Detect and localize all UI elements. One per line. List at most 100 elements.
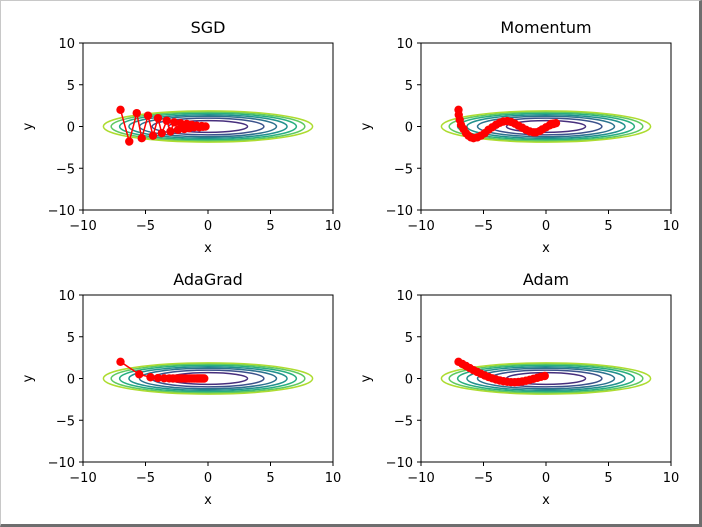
y-ticks: 10 5 0 −5 −10 <box>48 37 83 219</box>
contour-level <box>118 112 298 141</box>
x-tick: −10 <box>407 462 435 486</box>
y-tick: −5 <box>56 414 83 429</box>
x-tick-label: −10 <box>69 471 96 486</box>
subplot-title: Adam <box>523 270 569 289</box>
y-tick: 5 <box>67 331 83 346</box>
x-tick-label: 0 <box>542 471 550 486</box>
contour-level <box>448 363 644 394</box>
x-tick-label: 0 <box>542 219 550 234</box>
y-tick-label: 10 <box>58 37 75 52</box>
y-tick: −10 <box>386 204 421 219</box>
x-tick: 10 <box>325 462 342 486</box>
y-ticks: 10 5 0 −5 −10 <box>48 289 83 471</box>
y-axis-label: y <box>21 122 36 130</box>
subplot-adam: Adam −10 −5 0 5 10 10 5 0 −5 −10 x y <box>359 270 679 508</box>
y-tick: −10 <box>48 204 83 219</box>
contour-level <box>440 110 652 143</box>
y-tick-label: −10 <box>48 456 75 471</box>
trajectory-point <box>201 122 210 131</box>
trajectory-point <box>200 374 209 383</box>
y-ticks: 10 5 0 −5 −10 <box>386 289 421 471</box>
trajectory-point <box>162 116 171 125</box>
trajectory-series <box>454 357 549 387</box>
contour-lines <box>102 362 314 395</box>
x-tick-label: 10 <box>663 219 680 234</box>
y-tick-label: −10 <box>48 204 75 219</box>
x-tick: 10 <box>663 210 680 234</box>
y-tick: −5 <box>394 162 421 177</box>
x-tick: −10 <box>407 210 435 234</box>
x-tick-label: 5 <box>604 219 612 234</box>
subplot-title: Momentum <box>500 18 591 37</box>
contour-level <box>476 367 616 390</box>
subplot-sgd: SGD −10 −5 0 5 10 10 5 0 −5 −10 x y <box>21 18 341 256</box>
y-tick: 5 <box>405 79 421 94</box>
trajectory-point <box>173 125 183 135</box>
trajectory-point <box>125 137 134 146</box>
y-tick: 0 <box>67 121 83 136</box>
x-tick: 5 <box>266 210 275 234</box>
y-tick-label: 10 <box>58 289 75 304</box>
x-ticks: −10 −5 0 5 10 <box>407 210 679 234</box>
trajectory-point <box>146 373 155 382</box>
trajectory-point <box>153 113 163 123</box>
subplot-momentum: Momentum −10 −5 0 5 10 10 5 0 −5 −10 x y <box>359 18 679 256</box>
y-tick: 10 <box>396 37 421 52</box>
y-tick-label: 5 <box>405 331 413 346</box>
y-tick-label: 0 <box>67 373 75 388</box>
y-tick-label: 5 <box>67 79 75 94</box>
x-tick-label: 0 <box>204 471 212 486</box>
x-tick-label: −5 <box>474 471 493 486</box>
y-axis-label: y <box>359 374 374 382</box>
trajectory-point <box>116 357 125 366</box>
y-tick-label: 0 <box>405 373 413 388</box>
trajectory-point <box>170 118 179 127</box>
x-tick-label: −10 <box>407 471 434 486</box>
subplot-adagrad: AdaGrad −10 −5 0 5 10 10 5 0 −5 −10 x y <box>21 270 341 508</box>
contour-level <box>466 113 626 140</box>
y-tick: 0 <box>405 121 421 136</box>
y-tick-label: −5 <box>56 162 75 177</box>
x-tick: −5 <box>474 462 493 486</box>
y-tick-label: −10 <box>386 456 413 471</box>
x-tick-label: 10 <box>325 219 342 234</box>
subplot-title: AdaGrad <box>173 270 243 289</box>
y-tick: 10 <box>58 37 83 52</box>
x-tick-label: −10 <box>69 219 96 234</box>
contour-level <box>476 115 616 138</box>
trajectory-series <box>454 105 561 143</box>
contour-level <box>128 365 288 392</box>
y-tick: −5 <box>56 162 83 177</box>
x-ticks: −10 −5 0 5 10 <box>407 462 679 486</box>
y-tick-label: −5 <box>56 414 75 429</box>
x-tick: −10 <box>69 462 97 486</box>
y-tick-label: −10 <box>386 204 413 219</box>
trajectory-point <box>132 108 141 118</box>
x-tick-label: −5 <box>474 219 493 234</box>
x-tick-label: 5 <box>266 471 274 486</box>
contour-level <box>110 111 306 142</box>
y-tick-label: 0 <box>67 121 75 136</box>
contour-level <box>128 113 288 140</box>
trajectory-point <box>135 370 144 379</box>
trajectory-series <box>116 105 210 146</box>
y-axis-label: y <box>359 122 374 130</box>
contour-level <box>456 364 636 393</box>
y-tick-label: 5 <box>67 331 75 346</box>
x-tick: −5 <box>474 210 493 234</box>
x-ticks: −10 −5 0 5 10 <box>69 210 341 234</box>
x-tick-label: −5 <box>136 471 155 486</box>
x-tick-label: −5 <box>136 219 155 234</box>
x-tick: 5 <box>604 462 613 486</box>
contour-level <box>466 365 626 392</box>
x-tick-label: 0 <box>204 219 212 234</box>
x-tick: 0 <box>204 462 212 486</box>
x-tick-label: −10 <box>407 219 434 234</box>
x-tick-label: 10 <box>325 471 342 486</box>
y-tick: −10 <box>386 456 421 471</box>
y-tick: 5 <box>405 331 421 346</box>
y-tick-label: 10 <box>396 37 413 52</box>
contour-lines <box>102 110 314 143</box>
x-axis-label: x <box>204 241 212 256</box>
